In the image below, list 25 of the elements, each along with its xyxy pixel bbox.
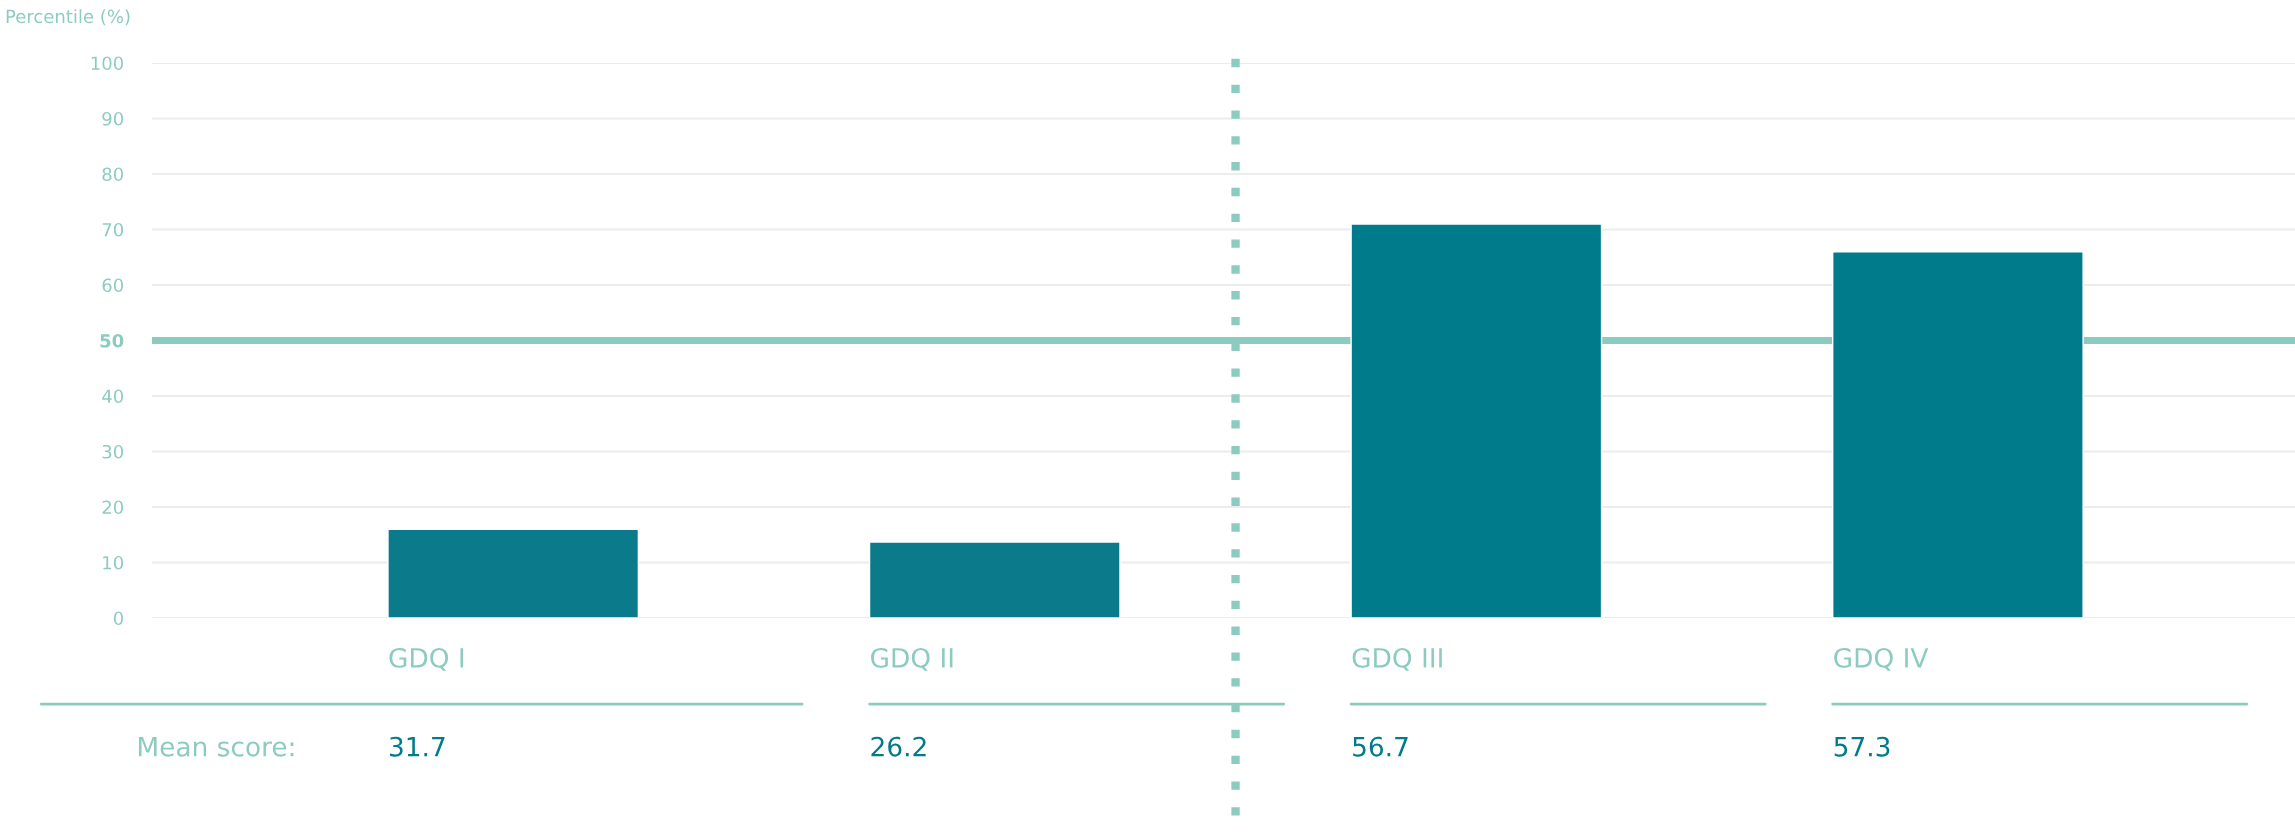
text: 57.3 [1834,736,1890,757]
y-tick-label: 0 [113,611,124,626]
y-tick-label: 30 [102,444,124,459]
bar [868,541,1121,618]
y-tick-label: 10 [103,555,124,570]
y-tick-label: 70 [102,222,124,237]
x-tick-label: GDQ I [389,647,464,671]
y-tick-label: 40 [102,389,124,404]
y-tick-label: 20 [102,500,124,515]
x-tick-label: GDQ IV [1834,647,1929,671]
y-tick-label: 90 [102,111,124,126]
x-tick-label: GDQ II [871,647,953,671]
bar [1350,223,1603,618]
y-axis-title: Percentile (%) [6,9,130,26]
text: 26.2 [871,736,926,757]
text: 56.7 [1353,736,1408,757]
bar [1831,251,2084,618]
y-tick-label: 60 [102,278,124,293]
x-tick-label: GDQ III [1352,647,1442,671]
bar [387,528,640,618]
y-tick-label: 80 [102,167,124,182]
y-tick-label: 100 [91,56,124,71]
y-tick-label: 50 [100,333,124,348]
text: Mean score: [138,737,294,757]
text: 31.7 [389,736,445,757]
